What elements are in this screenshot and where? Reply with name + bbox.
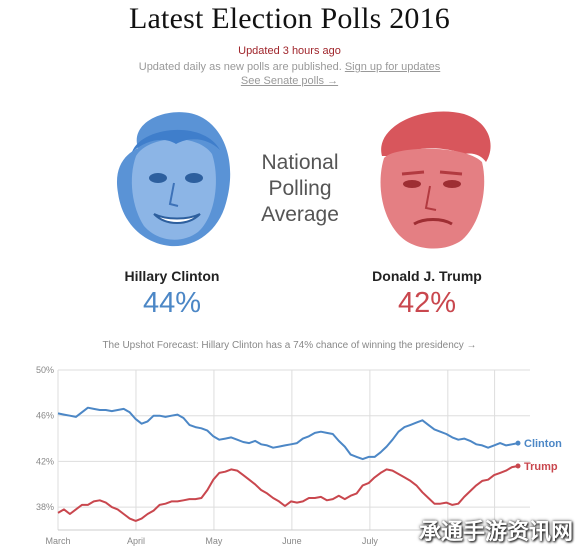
page-title: Latest Election Polls 2016 (129, 2, 450, 35)
trump-face-image (364, 106, 496, 254)
center-label-line-2: Polling (268, 177, 332, 200)
y-tick-label: 46% (36, 411, 54, 421)
polling-line-chart: 50% 46% 42% 38% March April May June July Clinton… (36, 365, 562, 546)
watermark: 承通手游资讯网 (418, 520, 573, 545)
x-tick-label: April (127, 536, 145, 546)
center-label-line-1: National (261, 151, 339, 174)
x-tick-label: June (282, 536, 302, 546)
y-tick-label: 38% (36, 502, 54, 512)
y-tick-label: 42% (36, 456, 54, 466)
x-tick-label: July (362, 536, 379, 546)
series-end-point-trump (515, 463, 521, 469)
trump-percent: 42% (397, 287, 457, 319)
center-label-line-3: Average (261, 203, 339, 226)
upshot-forecast-link[interactable]: The Upshot Forecast: Hillary Clinton has… (102, 340, 477, 351)
update-info: Updated daily as new polls are published… (0, 61, 579, 73)
senate-polls-link[interactable]: See Senate polls → (240, 75, 339, 87)
series-line-trump (57, 465, 519, 522)
x-tick-label: March (45, 536, 70, 546)
signup-link[interactable]: Sign up for updates (344, 61, 441, 73)
trump-name: Donald J. Trump (372, 268, 482, 284)
clinton-percent: 44% (142, 287, 202, 319)
series-label-trump: Trump (524, 461, 558, 473)
series-end-point-clinton (515, 440, 521, 446)
series-label-clinton: Clinton (524, 438, 562, 450)
national-polling-average-label: National Polling Average (242, 150, 358, 228)
updated-time: Updated 3 hours ago (238, 45, 341, 57)
y-tick-label: 50% (36, 365, 54, 375)
series-line-clinton (57, 406, 519, 461)
update-info-text: Updated daily as new polls are published… (138, 61, 342, 73)
clinton-face-image (108, 108, 236, 248)
x-tick-label: May (205, 536, 223, 546)
clinton-name: Hillary Clinton (124, 268, 220, 284)
